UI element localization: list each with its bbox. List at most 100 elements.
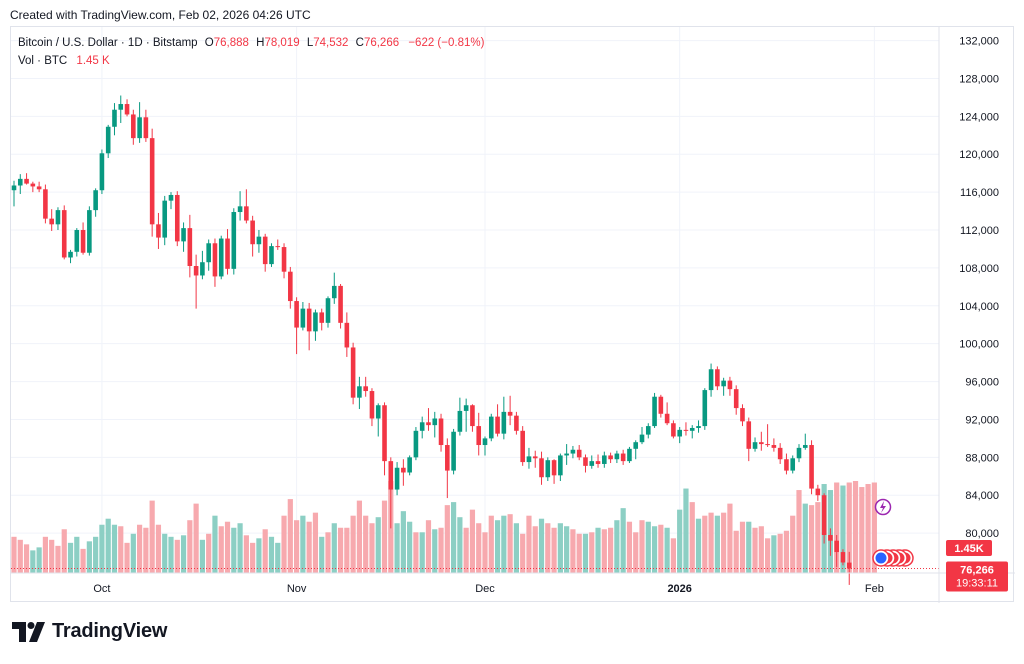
candle-body[interactable] xyxy=(570,449,576,454)
candle-body[interactable] xyxy=(696,426,701,428)
candle-body[interactable] xyxy=(840,552,846,563)
candle-body[interactable] xyxy=(495,416,500,434)
candle-body[interactable] xyxy=(507,411,513,416)
candle-body[interactable] xyxy=(143,117,149,139)
candle-body[interactable] xyxy=(501,411,507,434)
candle-body[interactable] xyxy=(702,390,708,427)
candle-body[interactable] xyxy=(488,416,494,439)
candle-body[interactable] xyxy=(595,461,601,464)
candle-body[interactable] xyxy=(388,461,394,490)
candle-body[interactable] xyxy=(740,408,745,422)
candle-body[interactable] xyxy=(539,458,544,478)
candle-body[interactable] xyxy=(413,430,419,458)
candle-body[interactable] xyxy=(514,415,519,431)
candle-body[interactable] xyxy=(752,442,758,449)
candle-body[interactable] xyxy=(256,236,262,245)
candle-body[interactable] xyxy=(168,194,174,201)
candle-body[interactable] xyxy=(633,442,639,449)
candle-body[interactable] xyxy=(526,456,532,463)
candle-body[interactable] xyxy=(463,405,469,411)
candle-body[interactable] xyxy=(325,298,331,323)
candle-body[interactable] xyxy=(17,178,23,186)
chart-panel[interactable]: 80,000 84,000 88,000 92,000 96,000 100,000 104… xyxy=(10,26,1015,603)
candle-body[interactable] xyxy=(313,312,318,332)
candle-body[interactable] xyxy=(131,114,136,139)
candle-body[interactable] xyxy=(105,126,111,154)
candle-body[interactable] xyxy=(790,458,796,471)
candle-body[interactable] xyxy=(350,347,356,398)
candle-body[interactable] xyxy=(344,322,350,348)
candle-body[interactable] xyxy=(338,285,343,323)
candle-body[interactable] xyxy=(564,453,569,456)
candle-body[interactable] xyxy=(689,427,695,431)
candle-body[interactable] xyxy=(30,183,36,187)
candle-body[interactable] xyxy=(551,460,557,476)
candlestick-chart[interactable]: 80,000 84,000 88,000 92,000 96,000 100,000 104… xyxy=(11,27,1015,603)
candle-body[interactable] xyxy=(55,210,61,225)
candle-body[interactable] xyxy=(520,430,525,463)
candle-body[interactable] xyxy=(80,230,86,253)
volume-legend[interactable]: Vol · BTC 1.45 K xyxy=(18,55,110,67)
candle-body[interactable] xyxy=(200,262,205,276)
candle-body[interactable] xyxy=(583,457,588,466)
candle-body[interactable] xyxy=(576,449,582,458)
candle-body[interactable] xyxy=(250,220,255,245)
candle-body[interactable] xyxy=(802,445,808,448)
candle-body[interactable] xyxy=(294,301,299,328)
volume-badge[interactable] xyxy=(946,540,992,556)
candle-body[interactable] xyxy=(124,104,130,115)
candle-body[interactable] xyxy=(821,495,827,536)
candle-body[interactable] xyxy=(218,238,224,277)
candle-body[interactable] xyxy=(74,230,80,252)
candle-body[interactable] xyxy=(68,251,73,258)
candle-body[interactable] xyxy=(93,190,98,211)
candle-body[interactable] xyxy=(375,405,381,419)
candle-body[interactable] xyxy=(777,447,783,460)
candle-body[interactable] xyxy=(394,467,400,490)
candle-body[interactable] xyxy=(733,389,739,409)
candle-body[interactable] xyxy=(671,423,676,437)
candle-body[interactable] xyxy=(809,445,814,489)
candle-body[interactable] xyxy=(99,153,105,191)
tradingview-logo[interactable]: TradingView xyxy=(12,620,167,643)
candle-body[interactable] xyxy=(664,413,670,424)
candle-body[interactable] xyxy=(602,455,607,464)
candle-body[interactable] xyxy=(476,426,482,446)
candle-body[interactable] xyxy=(24,178,29,184)
candle-body[interactable] xyxy=(11,185,17,191)
candle-body[interactable] xyxy=(407,457,412,473)
candle-body[interactable] xyxy=(269,246,274,265)
candle-body[interactable] xyxy=(708,369,714,391)
candle-body[interactable] xyxy=(426,422,431,426)
candle-body[interactable] xyxy=(815,488,821,496)
candle-body[interactable] xyxy=(225,238,230,269)
candle-body[interactable] xyxy=(677,429,682,437)
candle-body[interactable] xyxy=(112,109,117,127)
candle-body[interactable] xyxy=(61,210,67,258)
candle-body[interactable] xyxy=(532,456,538,459)
candle-body[interactable] xyxy=(281,247,287,272)
candle-body[interactable] xyxy=(627,448,632,462)
candle-body[interactable] xyxy=(828,535,833,541)
candle-body[interactable] xyxy=(206,243,211,263)
candle-body[interactable] xyxy=(746,421,752,449)
candle-body[interactable] xyxy=(759,442,764,445)
candle-body[interactable] xyxy=(237,206,243,213)
candle-body[interactable] xyxy=(43,189,48,219)
candle-body[interactable] xyxy=(470,405,475,427)
candle-body[interactable] xyxy=(401,467,406,473)
candle-body[interactable] xyxy=(545,460,551,478)
candle-body[interactable] xyxy=(331,285,337,299)
candle-body[interactable] xyxy=(457,410,463,432)
candle-body[interactable] xyxy=(846,562,852,569)
candle-body[interactable] xyxy=(162,200,168,238)
candle-body[interactable] xyxy=(620,453,626,462)
candle-body[interactable] xyxy=(765,444,770,446)
candle-body[interactable] xyxy=(727,380,733,390)
candle-body[interactable] xyxy=(834,540,839,553)
candle-body[interactable] xyxy=(482,438,488,446)
candle-body[interactable] xyxy=(193,266,199,276)
candle-body[interactable] xyxy=(558,455,563,476)
candle-body[interactable] xyxy=(118,104,124,110)
candle-body[interactable] xyxy=(658,396,664,414)
